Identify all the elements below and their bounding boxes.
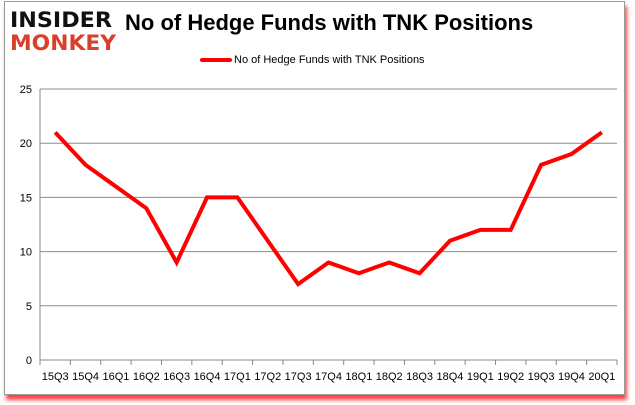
legend: No of Hedge Funds with TNK Positions — [200, 54, 425, 66]
legend-label: No of Hedge Funds with TNK Positions — [234, 54, 425, 66]
y-tick-label: 0 — [26, 355, 32, 367]
x-tick-label: 17Q1 — [224, 371, 251, 383]
x-tick-label: 19Q2 — [497, 371, 524, 383]
x-tick-label: 16Q1 — [102, 371, 129, 383]
y-tick-label: 15 — [20, 192, 32, 204]
y-tick-label: 5 — [26, 301, 32, 313]
chart-frame — [4, 1, 625, 395]
x-tick-label: 19Q3 — [528, 371, 555, 383]
x-tick-label: 20Q1 — [588, 371, 615, 383]
x-tick-label: 17Q2 — [254, 371, 281, 383]
x-tick-label: 17Q3 — [285, 371, 312, 383]
x-tick-label: 18Q1 — [345, 371, 372, 383]
x-tick-label: 15Q3 — [42, 371, 69, 383]
chart-title: No of Hedge Funds with TNK Positions — [125, 10, 534, 35]
x-tick-label: 16Q4 — [194, 371, 221, 383]
x-tick-label: 19Q4 — [558, 371, 585, 383]
y-tick-label: 10 — [20, 247, 32, 259]
legend-swatch — [200, 58, 232, 62]
y-tick-label: 20 — [20, 138, 32, 150]
x-tick-label: 18Q3 — [406, 371, 433, 383]
x-tick-label: 17Q4 — [315, 371, 342, 383]
svg-text:INSIDER: INSIDER — [10, 8, 112, 32]
x-tick-label: 19Q1 — [467, 371, 494, 383]
x-tick-label: 15Q4 — [72, 371, 99, 383]
x-tick-label: 18Q4 — [437, 371, 464, 383]
svg-text:MONKEY: MONKEY — [10, 31, 117, 54]
insider-monkey-logo: INSIDER MONKEY — [10, 8, 117, 54]
x-tick-label: 16Q3 — [163, 371, 190, 383]
x-tick-label: 16Q2 — [133, 371, 160, 383]
x-tick-label: 18Q2 — [376, 371, 403, 383]
y-tick-label: 25 — [20, 84, 32, 96]
series-line — [53, 130, 603, 287]
